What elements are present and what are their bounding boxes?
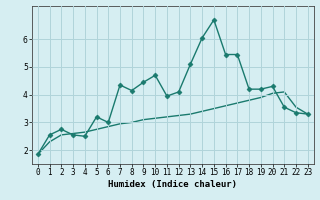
X-axis label: Humidex (Indice chaleur): Humidex (Indice chaleur)	[108, 180, 237, 189]
